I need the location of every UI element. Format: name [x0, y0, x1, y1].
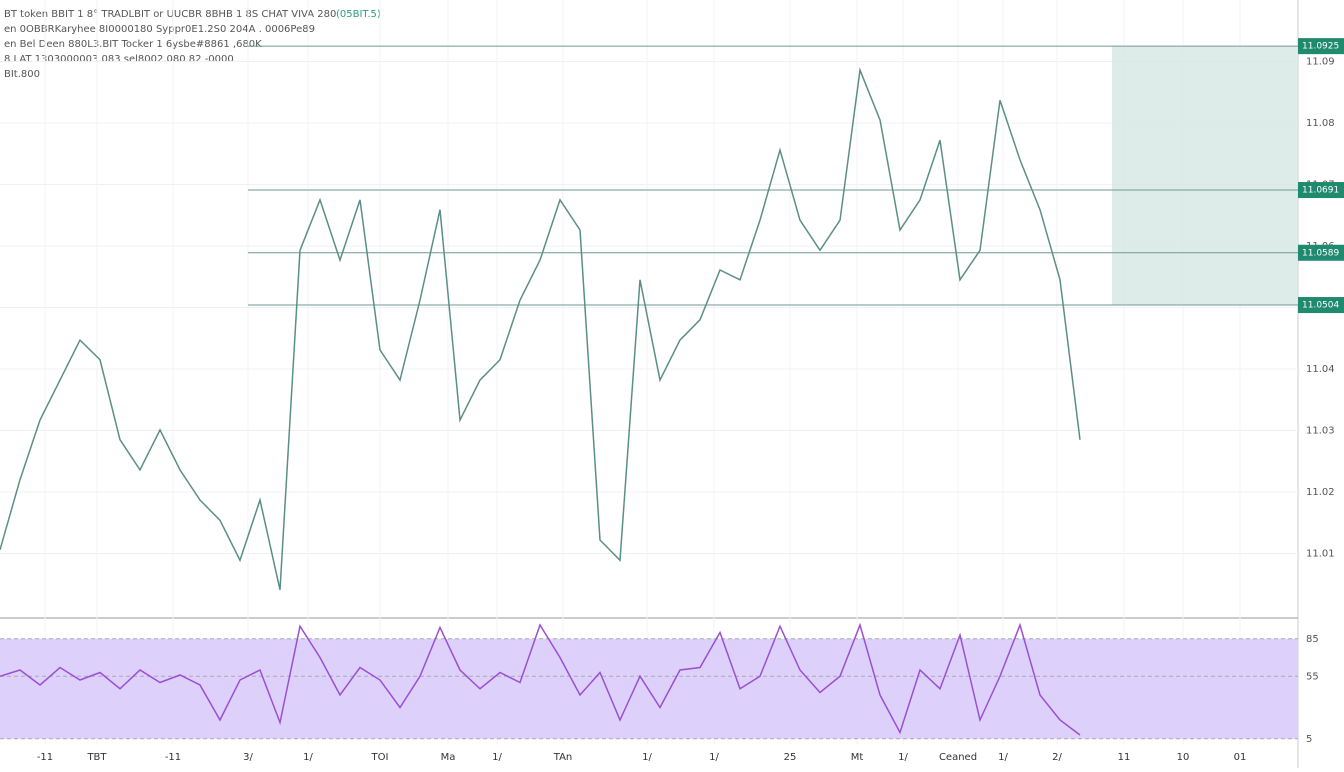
x-tick-label: Ma [441, 752, 456, 763]
rsi-band [0, 638, 1298, 739]
x-tick-label: 2/ [1052, 752, 1062, 763]
level-tag [1298, 182, 1344, 199]
x-tick-label: 25 [784, 752, 797, 763]
level-label: 11.0589 [1302, 248, 1339, 258]
y-tick-label: 55 [1306, 671, 1319, 682]
level-label: 11.0504 [1302, 301, 1339, 311]
level-label: 11.0925 [1302, 42, 1339, 52]
x-tick-label: 10 [1177, 752, 1190, 763]
header-line: en Bel Deen 880L3.BIT Tocker 1 6ysbe#886… [4, 39, 262, 50]
x-tick-label: TOI [371, 752, 389, 763]
y-tick-label: 11.02 [1306, 487, 1335, 498]
x-tick-label: 11 [1118, 752, 1131, 763]
rsi-line [0, 622, 1081, 736]
level-tag [1298, 244, 1344, 261]
x-tick-label: 1/ [492, 752, 502, 763]
y-tick-label: 5 [1306, 734, 1312, 745]
y-tick-label: 11.01 [1306, 549, 1335, 560]
price-line [0, 67, 1081, 590]
header-line: BT token BBIT 1 8° TRADLBIT or UUCBR 8BH… [4, 9, 336, 20]
header-line: BIt.800 [4, 69, 40, 80]
level-tag [1298, 38, 1344, 55]
x-tick-label: 01 [1234, 752, 1247, 763]
x-tick-label: Mt [851, 752, 864, 763]
zone [1112, 46, 1298, 306]
y-tick-label: 11.08 [1306, 118, 1335, 129]
header-line: 8 LAT 1303000003.083 sel8002.080.82 -000… [4, 54, 234, 65]
x-tick-label: TAn [553, 752, 573, 763]
x-tick-label: TBT [86, 752, 107, 763]
x-tick-label: 1/ [998, 752, 1008, 763]
x-tick-label: 1/ [898, 752, 908, 763]
y-tick-label: 85 [1306, 634, 1319, 645]
y-tick-label: 11.03 [1306, 426, 1335, 437]
x-tick-label: 1/ [642, 752, 652, 763]
y-tick-label: 11.04 [1306, 364, 1335, 375]
y-tick-label: 11.09 [1306, 57, 1335, 68]
x-tick-label: 3/ [243, 752, 253, 763]
level-label: 11.0691 [1302, 186, 1339, 196]
x-tick-label: -11 [37, 752, 53, 763]
x-tick-label: 1/ [709, 752, 719, 763]
x-tick-label: 1/ [303, 752, 313, 763]
x-tick-label: Ceaned [939, 752, 977, 763]
header-line: en 0OBBRKaryhee 8I0000180 Syppr0E1.2S0 2… [4, 24, 315, 35]
badge: (05BIT.5) [336, 9, 381, 20]
x-tick-label: -11 [165, 752, 181, 763]
level-tag [1298, 297, 1344, 314]
